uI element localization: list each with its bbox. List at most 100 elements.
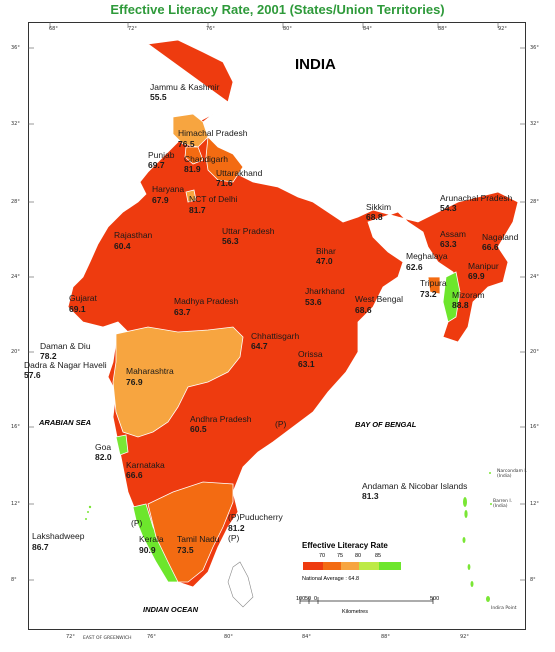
region-value: 71.6 [216, 178, 233, 188]
lat-tick: 36° [11, 45, 20, 51]
lon-tick: 80° [224, 634, 233, 640]
region-label: Arunachal Pradesh [440, 193, 513, 203]
srilanka-shape [227, 561, 254, 608]
region-label: Karnataka [126, 460, 165, 470]
region-value: 68.6 [355, 305, 372, 315]
region-label: Himachal Pradesh [178, 128, 248, 138]
arabian-sea-label: ARABIAN SEA [39, 418, 92, 427]
chandigarh-shape [184, 146, 204, 165]
narcondam-label: Narcondam I. (India) [497, 469, 528, 479]
region-label: NCT of Delhi [189, 194, 238, 204]
region-value: 69.9 [468, 271, 485, 281]
maharashtra-shape [112, 326, 244, 438]
region-label: Jammu & Kashmir [150, 82, 220, 92]
region-value: 63.1 [298, 359, 315, 369]
lon-top-tick: 84° [363, 26, 372, 32]
region-value: 66.6 [482, 242, 499, 252]
lat-tick: 20° [11, 349, 20, 355]
region-label: Lakshadweep [32, 531, 85, 541]
region-value: 81.9 [184, 164, 201, 174]
region-label: Manipur [468, 261, 499, 271]
lon-top-tick: 68° [49, 26, 58, 32]
lat-tick: 16° [11, 424, 20, 430]
region-value: 62.6 [406, 262, 423, 272]
region-value: 68.8 [366, 212, 383, 222]
region-label: Uttarakhand [216, 168, 263, 178]
scale-bar [299, 597, 434, 604]
region-value: 60.4 [114, 241, 131, 251]
lon-tick: 76° [147, 634, 156, 640]
lon-top-tick: 92° [498, 26, 507, 32]
lat-tick: 24° [11, 274, 20, 280]
region-label: Gujarat [69, 293, 97, 303]
mainland-shape [67, 39, 519, 588]
tamilnadu-shape [147, 481, 234, 583]
region-value: 81.3 [362, 491, 379, 501]
lat-tick: 32° [11, 121, 20, 127]
lat-tick: 36° [530, 45, 539, 51]
bay-of-bengal-label: BAY OF BENGAL [355, 420, 417, 429]
region-label: Bihar [316, 246, 336, 256]
region-value: 54.3 [440, 203, 457, 213]
region-value: 63.3 [440, 239, 457, 249]
scale-label: 500 [430, 596, 440, 602]
map-frame [28, 22, 526, 630]
region-value: 55.5 [150, 92, 167, 102]
region-label: Mizoram [452, 290, 485, 300]
lon-tick: 72° [66, 634, 75, 640]
region-label: Rajasthan [114, 230, 153, 240]
lon-tick: 88° [381, 634, 390, 640]
region-label: Chandigarh [184, 154, 228, 164]
andaman-islands [462, 472, 492, 602]
delhi-shape [185, 189, 197, 203]
region-label: Tripura [420, 278, 447, 288]
region-label: Daman & Diu [40, 341, 91, 351]
scale-label: 100 [296, 596, 306, 602]
region-value: 64.7 [251, 341, 268, 351]
lat-tick: 12° [530, 501, 539, 507]
lat-tick: 28° [11, 199, 20, 205]
region-value: 73.5 [177, 545, 194, 555]
lat-tick: 32° [530, 121, 539, 127]
region-value: 67.9 [152, 195, 169, 205]
region-label: Punjab [148, 150, 175, 160]
region-label: West Bengal [355, 294, 404, 304]
tripura-shape [427, 276, 441, 295]
region-value: 76.9 [126, 377, 143, 387]
lon-top-tick: 72° [128, 26, 137, 32]
lat-tick: 8° [530, 577, 536, 583]
lat-tick: 12° [11, 501, 20, 507]
region-value: 57.6 [24, 370, 41, 380]
region-label: Maharashtra [126, 366, 174, 376]
region-value: 73.2 [420, 289, 437, 299]
mizoram-shape [442, 271, 461, 323]
region-value: 88.8 [452, 300, 469, 310]
region-value: 47.0 [316, 256, 333, 266]
p-mark-label: (P) [131, 518, 143, 528]
region-label: Assam [440, 229, 466, 239]
region-value: 69.7 [148, 160, 165, 170]
region-label: Sikkim [366, 202, 392, 212]
region-label: Uttar Pradesh [222, 226, 275, 236]
barren-label: Barren I. (India) [493, 499, 513, 509]
region-label: Orissa [298, 349, 323, 359]
region-label: (P)Puducherry [228, 512, 283, 522]
greenwich-label: EAST OF GREENWICH [83, 636, 132, 641]
region-label: Kerala [139, 534, 164, 544]
region-value: 81.7 [189, 205, 206, 215]
region-value: 56.3 [222, 236, 239, 246]
region-label: Andaman & Nicobar Islands [362, 481, 468, 491]
region-label: Dadra & Nagar Haveli [24, 360, 107, 370]
map-title-heading: Effective Literacy Rate, 2001 (States/Un… [110, 2, 445, 17]
p-mark-label: (P) [275, 419, 287, 429]
lakshadweep-islands [85, 505, 92, 520]
lat-tick: 16° [530, 424, 539, 430]
national-average: National Average : 64.8 [302, 576, 360, 582]
graticule-ticks [28, 22, 526, 581]
himachal-shape [172, 113, 209, 148]
region-label: Nagaland [482, 232, 519, 242]
lon-top-tick: 76° [206, 26, 215, 32]
indian-ocean-label: INDIAN OCEAN [143, 605, 199, 614]
scale-label: 0 [314, 596, 318, 602]
lon-top-tick: 88° [438, 26, 447, 32]
